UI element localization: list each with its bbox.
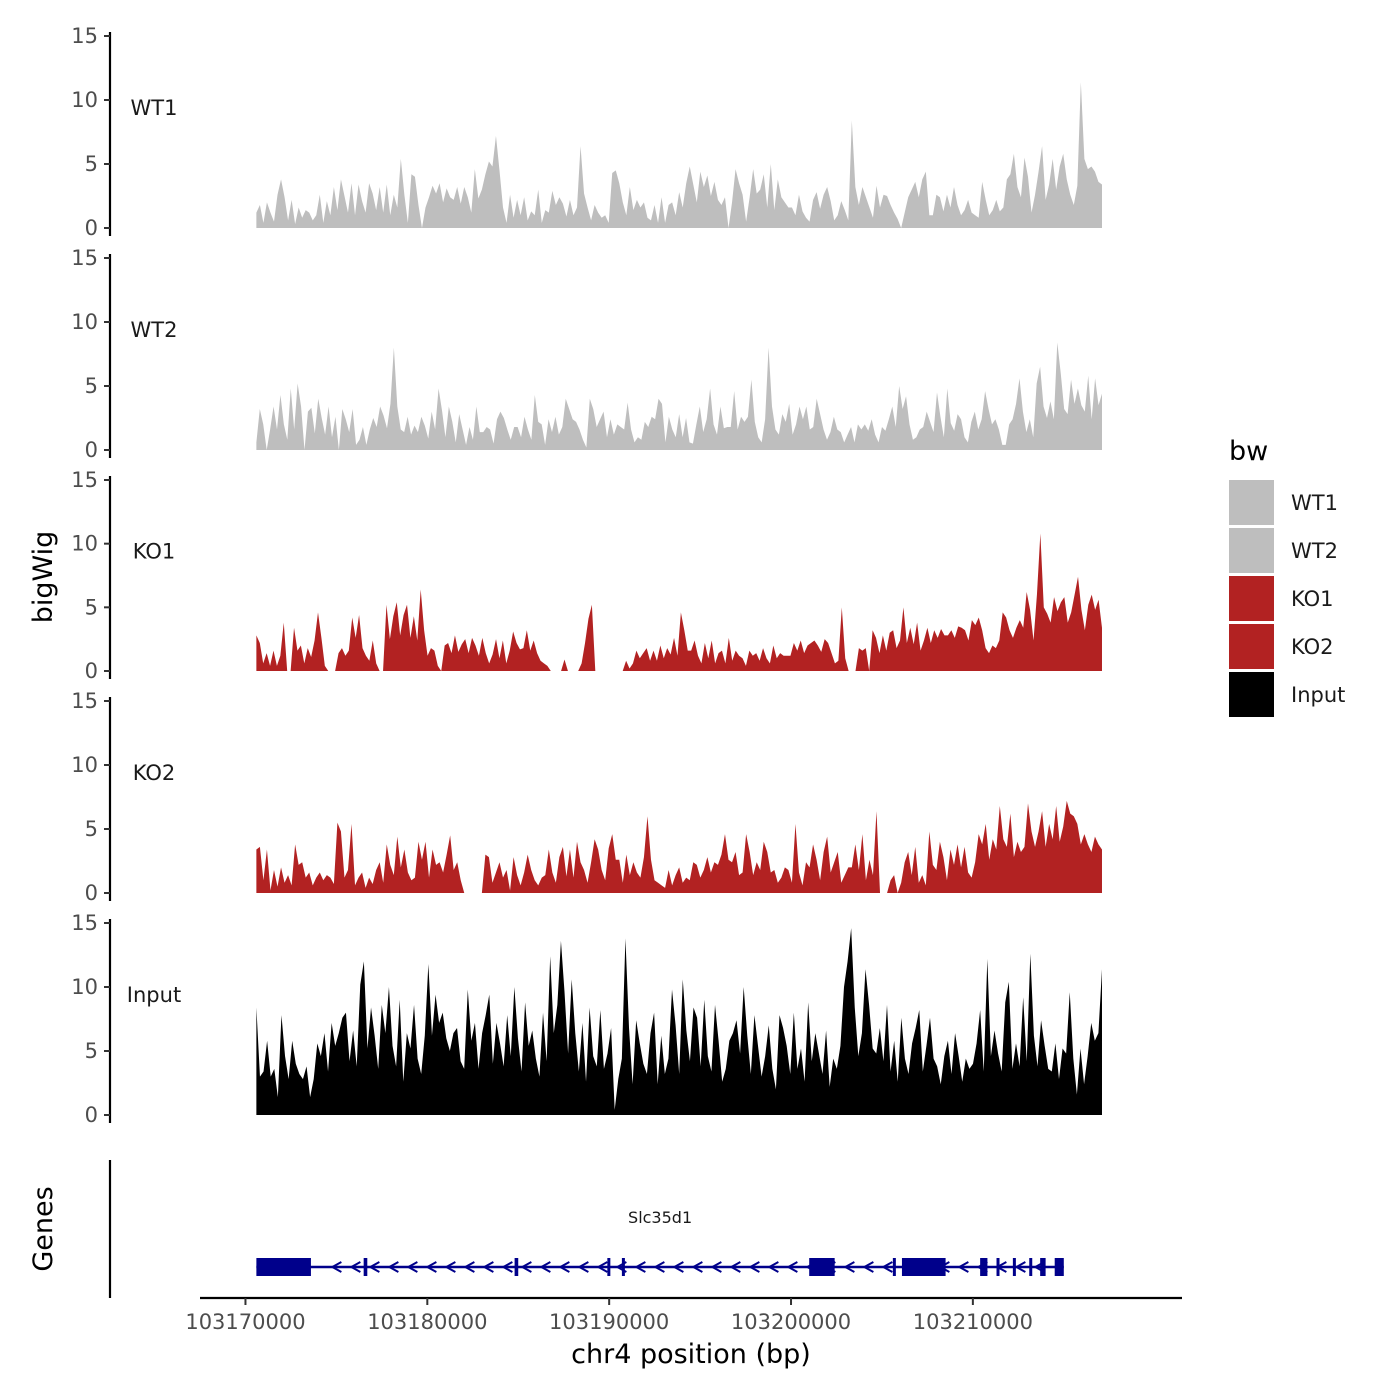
signal-area-ko2 <box>256 800 1102 893</box>
x-tick-label: 103190000 <box>549 1310 669 1334</box>
gene-exon <box>363 1258 368 1276</box>
strand-arrow <box>843 1261 855 1273</box>
signal-area-input <box>256 928 1102 1115</box>
y-tick-label: 15 <box>71 24 98 48</box>
legend-label-wt2: WT2 <box>1291 539 1338 563</box>
y-tick-label: 15 <box>71 468 98 492</box>
gene-exon <box>1012 1258 1016 1276</box>
x-tick-label: 103200000 <box>731 1310 851 1334</box>
genes-axis-title: Genes <box>28 1186 59 1271</box>
strand-arrow <box>862 1261 874 1273</box>
strand-arrow <box>482 1261 494 1273</box>
y-tick-label: 0 <box>85 216 98 240</box>
strand-arrow <box>881 1261 893 1273</box>
gene-exon <box>996 1258 1000 1276</box>
strand-arrow <box>349 1261 361 1273</box>
y-tick-label: 0 <box>85 659 98 683</box>
legend-label-ko1: KO1 <box>1291 587 1334 611</box>
legend-swatch-ko1 <box>1229 576 1274 621</box>
gene-exon <box>980 1258 988 1276</box>
strand-arrow <box>330 1261 342 1273</box>
legend-swatch-input <box>1229 672 1274 717</box>
y-tick-label: 10 <box>71 975 98 999</box>
gene-exon <box>1054 1258 1064 1276</box>
y-tick-label: 15 <box>71 689 98 713</box>
strand-arrow <box>691 1261 703 1273</box>
gene-exon <box>1029 1258 1033 1276</box>
strand-arrow <box>748 1261 760 1273</box>
gene-exon <box>256 1258 311 1276</box>
y-tick-label: 10 <box>71 753 98 777</box>
strand-arrow <box>577 1261 589 1273</box>
legend-label-ko2: KO2 <box>1291 635 1334 659</box>
strand-arrow <box>729 1261 741 1273</box>
y-tick-label: 0 <box>85 438 98 462</box>
gene-exon <box>607 1258 611 1276</box>
strand-arrow <box>957 1261 969 1273</box>
gene-name-label: Slc35d1 <box>628 1208 692 1227</box>
signal-area-ko1 <box>256 533 1102 671</box>
track-label-wt1: WT1 <box>131 96 178 120</box>
y-tick-label: 15 <box>71 246 98 270</box>
track-label-ko2: KO2 <box>133 761 176 785</box>
x-axis-title: chr4 position (bp) <box>571 1339 811 1370</box>
y-tick-label: 5 <box>85 595 98 619</box>
y-tick-label: 10 <box>71 532 98 556</box>
strand-arrow <box>672 1261 684 1273</box>
strand-arrow <box>387 1261 399 1273</box>
strand-arrow <box>520 1261 532 1273</box>
legend-label-wt1: WT1 <box>1291 491 1338 515</box>
gene-exon <box>514 1258 519 1276</box>
strand-arrow <box>425 1261 437 1273</box>
gene-exon <box>892 1258 896 1276</box>
strand-arrow <box>653 1261 665 1273</box>
strand-arrow <box>786 1261 798 1273</box>
x-tick-label: 103170000 <box>185 1310 305 1334</box>
legend-swatch-ko2 <box>1229 624 1274 669</box>
y-tick-label: 5 <box>85 374 98 398</box>
legend-label-input: Input <box>1291 683 1345 707</box>
y-tick-label: 10 <box>71 310 98 334</box>
strand-arrow <box>368 1261 380 1273</box>
strand-arrow <box>558 1261 570 1273</box>
strand-arrow <box>634 1261 646 1273</box>
strand-arrow <box>596 1261 608 1273</box>
strand-arrow <box>767 1261 779 1273</box>
strand-arrow <box>406 1261 418 1273</box>
x-tick-label: 103210000 <box>913 1310 1033 1334</box>
y-axis-title: bigWig <box>28 531 59 624</box>
y-tick-label: 5 <box>85 817 98 841</box>
y-tick-label: 0 <box>85 1103 98 1127</box>
y-tick-label: 15 <box>71 911 98 935</box>
y-tick-label: 5 <box>85 152 98 176</box>
strand-arrow <box>463 1261 475 1273</box>
legend-swatch-wt2 <box>1229 528 1274 573</box>
signal-area-wt1 <box>256 82 1102 228</box>
x-tick-label: 103180000 <box>367 1310 487 1334</box>
track-label-ko1: KO1 <box>133 540 176 564</box>
gene-exon <box>1040 1258 1046 1276</box>
strand-arrow <box>539 1261 551 1273</box>
y-tick-label: 0 <box>85 881 98 905</box>
strand-arrow <box>710 1261 722 1273</box>
gene-exon <box>809 1258 835 1276</box>
strand-arrow <box>1014 1261 1026 1273</box>
track-label-input: Input <box>127 983 181 1007</box>
legend-title: bw <box>1229 436 1268 467</box>
strand-arrow <box>444 1261 456 1273</box>
y-tick-label: 5 <box>85 1039 98 1063</box>
gene-exon <box>621 1258 625 1276</box>
gene-exon <box>901 1258 946 1276</box>
y-tick-label: 10 <box>71 88 98 112</box>
legend-swatch-wt1 <box>1229 480 1274 525</box>
signal-area-wt2 <box>256 342 1102 450</box>
track-label-wt2: WT2 <box>131 318 178 342</box>
strand-arrow <box>501 1261 513 1273</box>
